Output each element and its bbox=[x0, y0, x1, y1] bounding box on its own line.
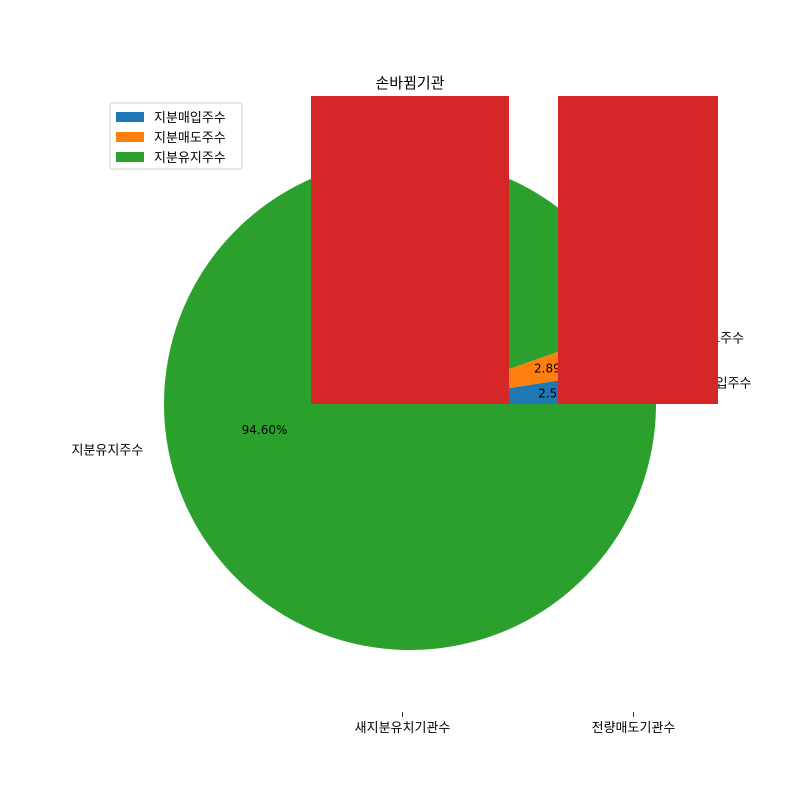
pie-pct-label-3: 94.60% bbox=[242, 423, 288, 437]
bar-chart: 새지분유치기관수 전량매도기관수 bbox=[311, 96, 718, 736]
chart-title: 손바뀜기관 bbox=[375, 74, 444, 92]
bar-1 bbox=[311, 96, 509, 404]
legend-label-2: 지분매도주수 bbox=[154, 131, 226, 146]
bar-2 bbox=[558, 96, 718, 404]
x-tick-label-1: 새지분유치기관수 bbox=[355, 721, 451, 736]
legend-swatch-2 bbox=[116, 132, 144, 142]
pie-slice-label-3: 지분유지주수 bbox=[72, 444, 144, 459]
x-tick-label-2: 전량매도기관수 bbox=[592, 721, 676, 736]
legend-swatch-1 bbox=[116, 112, 144, 122]
legend-label-1: 지분매입주수 bbox=[154, 111, 226, 126]
legend-label-3: 지분유지주수 bbox=[154, 151, 226, 166]
legend-swatch-3 bbox=[116, 152, 144, 162]
